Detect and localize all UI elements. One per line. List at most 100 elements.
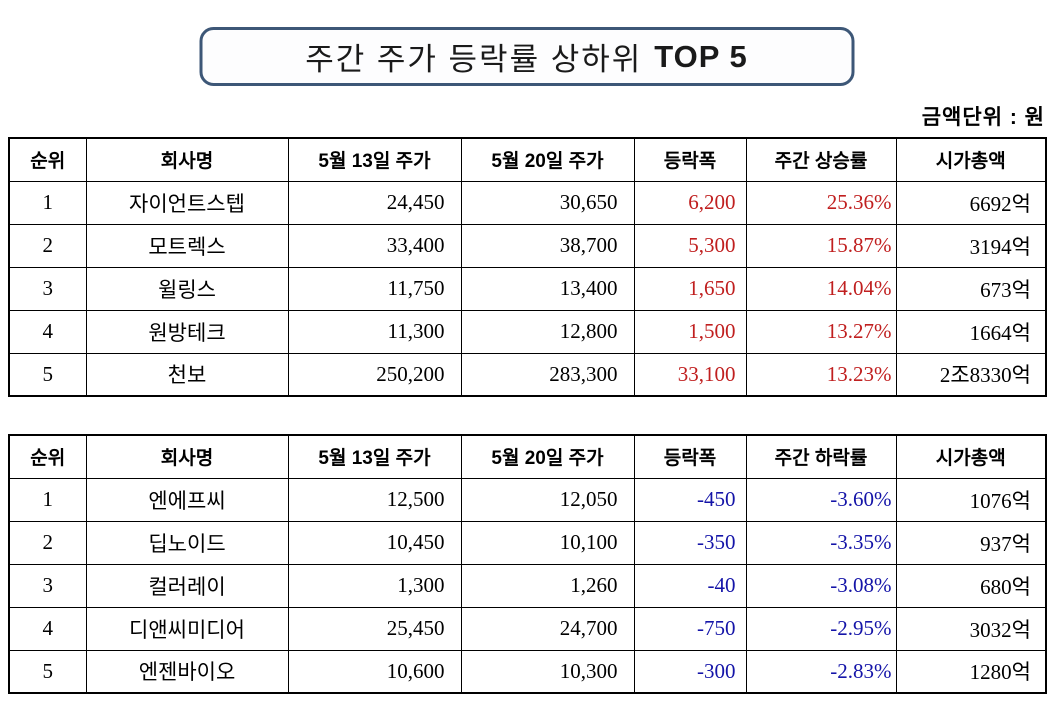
cell-company: 딥노이드 <box>85 520 289 565</box>
header-rank: 순위 <box>8 434 87 479</box>
table-row: 2 딥노이드 10,450 10,100 -350 -3.35% 937억 <box>8 520 1047 565</box>
cell-market-cap: 3032억 <box>895 606 1047 651</box>
cell-rank: 4 <box>8 309 87 354</box>
table-row: 2 모트렉스 33,400 38,700 5,300 15.87% 3194억 <box>8 223 1047 268</box>
cell-price-may13: 250,200 <box>287 352 462 397</box>
cell-change: 6,200 <box>633 180 747 225</box>
cell-rank: 2 <box>8 223 87 268</box>
cell-change: 5,300 <box>633 223 747 268</box>
cell-price-may13: 11,750 <box>287 266 462 311</box>
cell-price-may13: 12,500 <box>287 477 462 522</box>
header-price-may13: 5월 13일 주가 <box>287 137 462 182</box>
cell-price-may13: 10,450 <box>287 520 462 565</box>
cell-company: 컬러레이 <box>85 563 289 608</box>
cell-weekly-rate: 15.87% <box>745 223 897 268</box>
cell-price-may20: 38,700 <box>460 223 635 268</box>
cell-change: 1,650 <box>633 266 747 311</box>
cell-weekly-rate: 25.36% <box>745 180 897 225</box>
cell-market-cap: 3194억 <box>895 223 1047 268</box>
cell-company: 엔젠바이오 <box>85 649 289 694</box>
cell-company: 모트렉스 <box>85 223 289 268</box>
header-price-may20: 5월 20일 주가 <box>460 137 635 182</box>
cell-rank: 3 <box>8 266 87 311</box>
cell-change: -350 <box>633 520 747 565</box>
page-title-highlight: TOP 5 <box>654 38 748 74</box>
cell-weekly-rate: -3.35% <box>745 520 897 565</box>
cell-change: -750 <box>633 606 747 651</box>
header-change: 등락폭 <box>633 434 747 479</box>
cell-change: 1,500 <box>633 309 747 354</box>
cell-price-may13: 1,300 <box>287 563 462 608</box>
cell-weekly-rate: -2.95% <box>745 606 897 651</box>
table-row: 4 원방테크 11,300 12,800 1,500 13.27% 1664억 <box>8 309 1047 354</box>
gainers-table: 순위 회사명 5월 13일 주가 5월 20일 주가 등락폭 주간 상승률 시가… <box>8 137 1047 397</box>
table-row: 4 디앤씨미디어 25,450 24,700 -750 -2.95% 3032억 <box>8 606 1047 651</box>
cell-price-may13: 33,400 <box>287 223 462 268</box>
cell-price-may20: 24,700 <box>460 606 635 651</box>
table-header-row: 순위 회사명 5월 13일 주가 5월 20일 주가 등락폭 주간 상승률 시가… <box>8 137 1047 182</box>
table-row: 5 천보 250,200 283,300 33,100 13.23% 2조833… <box>8 352 1047 397</box>
cell-rank: 3 <box>8 563 87 608</box>
header-price-may13: 5월 13일 주가 <box>287 434 462 479</box>
header-weekly-rate: 주간 하락률 <box>745 434 897 479</box>
cell-company: 디앤씨미디어 <box>85 606 289 651</box>
page-title: 주간 주가 등락률 상하위 TOP 5 <box>199 27 854 86</box>
cell-weekly-rate: 13.27% <box>745 309 897 354</box>
cell-weekly-rate: -3.60% <box>745 477 897 522</box>
cell-price-may13: 11,300 <box>287 309 462 354</box>
cell-price-may20: 12,050 <box>460 477 635 522</box>
cell-rank: 4 <box>8 606 87 651</box>
cell-price-may20: 10,100 <box>460 520 635 565</box>
cell-company: 천보 <box>85 352 289 397</box>
table-row: 3 컬러레이 1,300 1,260 -40 -3.08% 680억 <box>8 563 1047 608</box>
cell-rank: 1 <box>8 180 87 225</box>
cell-weekly-rate: -3.08% <box>745 563 897 608</box>
cell-price-may13: 24,450 <box>287 180 462 225</box>
cell-company: 윌링스 <box>85 266 289 311</box>
cell-price-may20: 10,300 <box>460 649 635 694</box>
cell-rank: 5 <box>8 352 87 397</box>
header-rank: 순위 <box>8 137 87 182</box>
cell-price-may13: 10,600 <box>287 649 462 694</box>
cell-company: 엔에프씨 <box>85 477 289 522</box>
cell-rank: 1 <box>8 477 87 522</box>
table-row: 1 자이언트스텝 24,450 30,650 6,200 25.36% 6692… <box>8 180 1047 225</box>
cell-price-may20: 30,650 <box>460 180 635 225</box>
table-row: 3 윌링스 11,750 13,400 1,650 14.04% 673억 <box>8 266 1047 311</box>
losers-table: 순위 회사명 5월 13일 주가 5월 20일 주가 등락폭 주간 하락률 시가… <box>8 434 1047 694</box>
cell-price-may20: 12,800 <box>460 309 635 354</box>
unit-label: 금액단위 : 원 <box>921 106 1045 129</box>
cell-company: 자이언트스텝 <box>85 180 289 225</box>
header-company: 회사명 <box>85 137 289 182</box>
cell-rank: 2 <box>8 520 87 565</box>
header-price-may20: 5월 20일 주가 <box>460 434 635 479</box>
header-market-cap: 시가총액 <box>895 137 1047 182</box>
cell-market-cap: 6692억 <box>895 180 1047 225</box>
cell-market-cap: 2조8330억 <box>895 352 1047 397</box>
header-market-cap: 시가총액 <box>895 434 1047 479</box>
cell-market-cap: 937억 <box>895 520 1047 565</box>
cell-market-cap: 1664억 <box>895 309 1047 354</box>
cell-market-cap: 680억 <box>895 563 1047 608</box>
cell-price-may20: 13,400 <box>460 266 635 311</box>
table-row: 5 엔젠바이오 10,600 10,300 -300 -2.83% 1280억 <box>8 649 1047 694</box>
cell-weekly-rate: 14.04% <box>745 266 897 311</box>
cell-weekly-rate: -2.83% <box>745 649 897 694</box>
cell-company: 원방테크 <box>85 309 289 354</box>
header-weekly-rate: 주간 상승률 <box>745 137 897 182</box>
header-change: 등락폭 <box>633 137 747 182</box>
cell-price-may20: 1,260 <box>460 563 635 608</box>
header-company: 회사명 <box>85 434 289 479</box>
cell-market-cap: 1076억 <box>895 477 1047 522</box>
table-header-row: 순위 회사명 5월 13일 주가 5월 20일 주가 등락폭 주간 하락률 시가… <box>8 434 1047 479</box>
cell-rank: 5 <box>8 649 87 694</box>
cell-market-cap: 673억 <box>895 266 1047 311</box>
cell-change: 33,100 <box>633 352 747 397</box>
cell-price-may20: 283,300 <box>460 352 635 397</box>
cell-change: -450 <box>633 477 747 522</box>
page-title-text: 주간 주가 등락률 상하위 <box>305 42 643 77</box>
cell-price-may13: 25,450 <box>287 606 462 651</box>
cell-change: -300 <box>633 649 747 694</box>
cell-weekly-rate: 13.23% <box>745 352 897 397</box>
